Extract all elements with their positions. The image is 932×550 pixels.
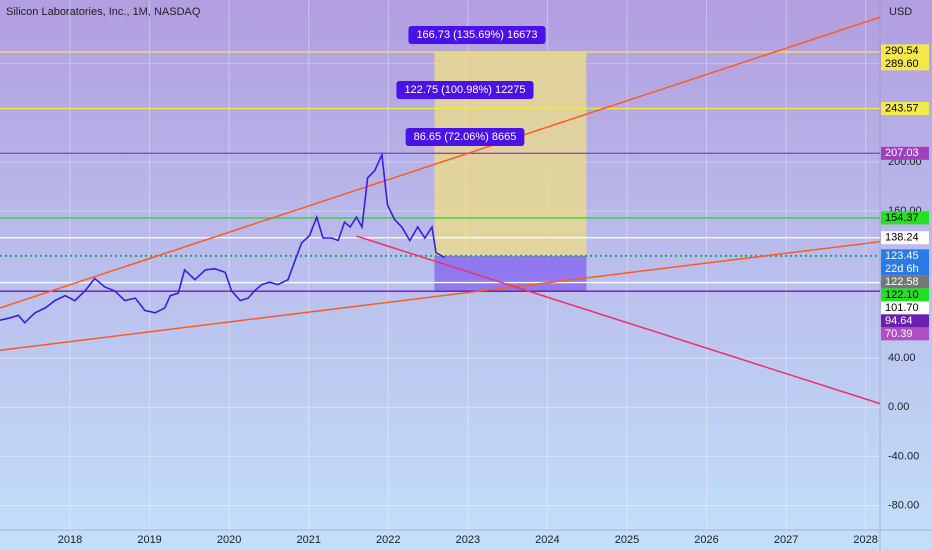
annotation-label: 86.65 (72.06%) 8665	[414, 131, 517, 143]
price-tag	[881, 288, 929, 302]
y-tick-label: 40.00	[888, 352, 916, 364]
trend-line	[356, 235, 881, 405]
y-tick-label: 0.00	[888, 401, 909, 413]
price-tag-label: 243.57	[885, 102, 919, 114]
price-tag-label: 70.39	[885, 328, 913, 340]
annotation: 122.75 (100.98%) 12275	[396, 81, 534, 99]
countdown: 22d 6h	[885, 263, 919, 275]
x-tick-label: 2018	[58, 534, 82, 546]
price-tag-label: 122.58	[885, 276, 919, 288]
annotation: 86.65 (72.06%) 8665	[405, 128, 525, 146]
x-tick-label: 2019	[137, 534, 161, 546]
x-tick-label: 2027	[774, 534, 798, 546]
annotation-label: 166.73 (135.69%) 16673	[416, 29, 537, 41]
x-tick-label: 2026	[694, 534, 718, 546]
price-tag	[881, 101, 929, 115]
price-tag	[881, 146, 929, 160]
trend-line	[0, 16, 881, 309]
price-tag	[881, 211, 929, 225]
trend-line	[0, 240, 881, 352]
price-line	[0, 151, 446, 324]
price-tag-label: 101.70	[885, 302, 919, 314]
price-tag-label: 207.03	[885, 147, 919, 159]
price-tag	[881, 231, 929, 245]
annotation-box	[408, 26, 546, 44]
price-tag-label: 138.24	[885, 232, 919, 244]
x-tick-label: 2024	[535, 534, 559, 546]
currency: USD	[889, 6, 912, 18]
annotation-box	[396, 81, 534, 99]
price-tag-label: 122.10	[885, 289, 919, 301]
price-tag-label: 94.64	[885, 315, 913, 327]
x-tick-label: 2022	[376, 534, 400, 546]
x-tick-label: 2023	[456, 534, 480, 546]
x-tick-label: 2021	[296, 534, 320, 546]
x-tick-label: 2028	[853, 534, 877, 546]
annotation: 166.73 (135.69%) 16673	[408, 26, 546, 44]
price-tag	[881, 314, 929, 328]
price-tag	[881, 249, 929, 276]
chart-title: Silicon Laboratories, Inc., 1M, NASDAQ	[6, 6, 201, 18]
x-tick-label: 2020	[217, 534, 241, 546]
price-tag	[881, 327, 929, 341]
price-tag	[881, 57, 929, 71]
price-tag	[881, 44, 929, 58]
plot: 166.73 (135.69%) 16673 122.75 (100.98%) 1…	[0, 16, 881, 405]
annotation-label: 122.75 (100.98%) 12275	[404, 84, 525, 96]
price-tag	[881, 275, 929, 289]
x-tick-label: 2025	[615, 534, 639, 546]
price-tag-label: 123.45	[885, 250, 919, 262]
price-tag-label: 289.60	[885, 58, 919, 70]
y-tick-label: -80.00	[888, 499, 919, 511]
annotation-box	[405, 128, 525, 146]
y-tick-label: -40.00	[888, 450, 919, 462]
price-tag-label: 154.37	[885, 212, 919, 224]
price-tag	[881, 301, 929, 315]
price-tag-label: 290.54	[885, 45, 919, 57]
